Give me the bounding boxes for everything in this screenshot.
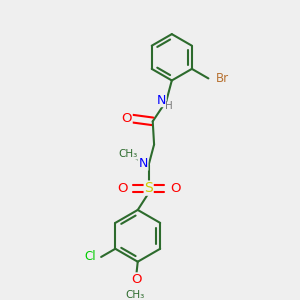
Text: Cl: Cl: [84, 250, 96, 263]
Text: O: O: [170, 182, 180, 195]
Text: O: O: [131, 273, 142, 286]
Text: S: S: [144, 181, 153, 195]
Text: N: N: [139, 157, 148, 170]
Text: CH₃: CH₃: [118, 149, 138, 159]
Text: CH₃: CH₃: [125, 290, 145, 300]
Text: Br: Br: [216, 72, 229, 85]
Text: N: N: [157, 94, 166, 106]
Text: H: H: [165, 101, 172, 111]
Text: O: O: [117, 182, 128, 195]
Text: O: O: [122, 112, 132, 125]
